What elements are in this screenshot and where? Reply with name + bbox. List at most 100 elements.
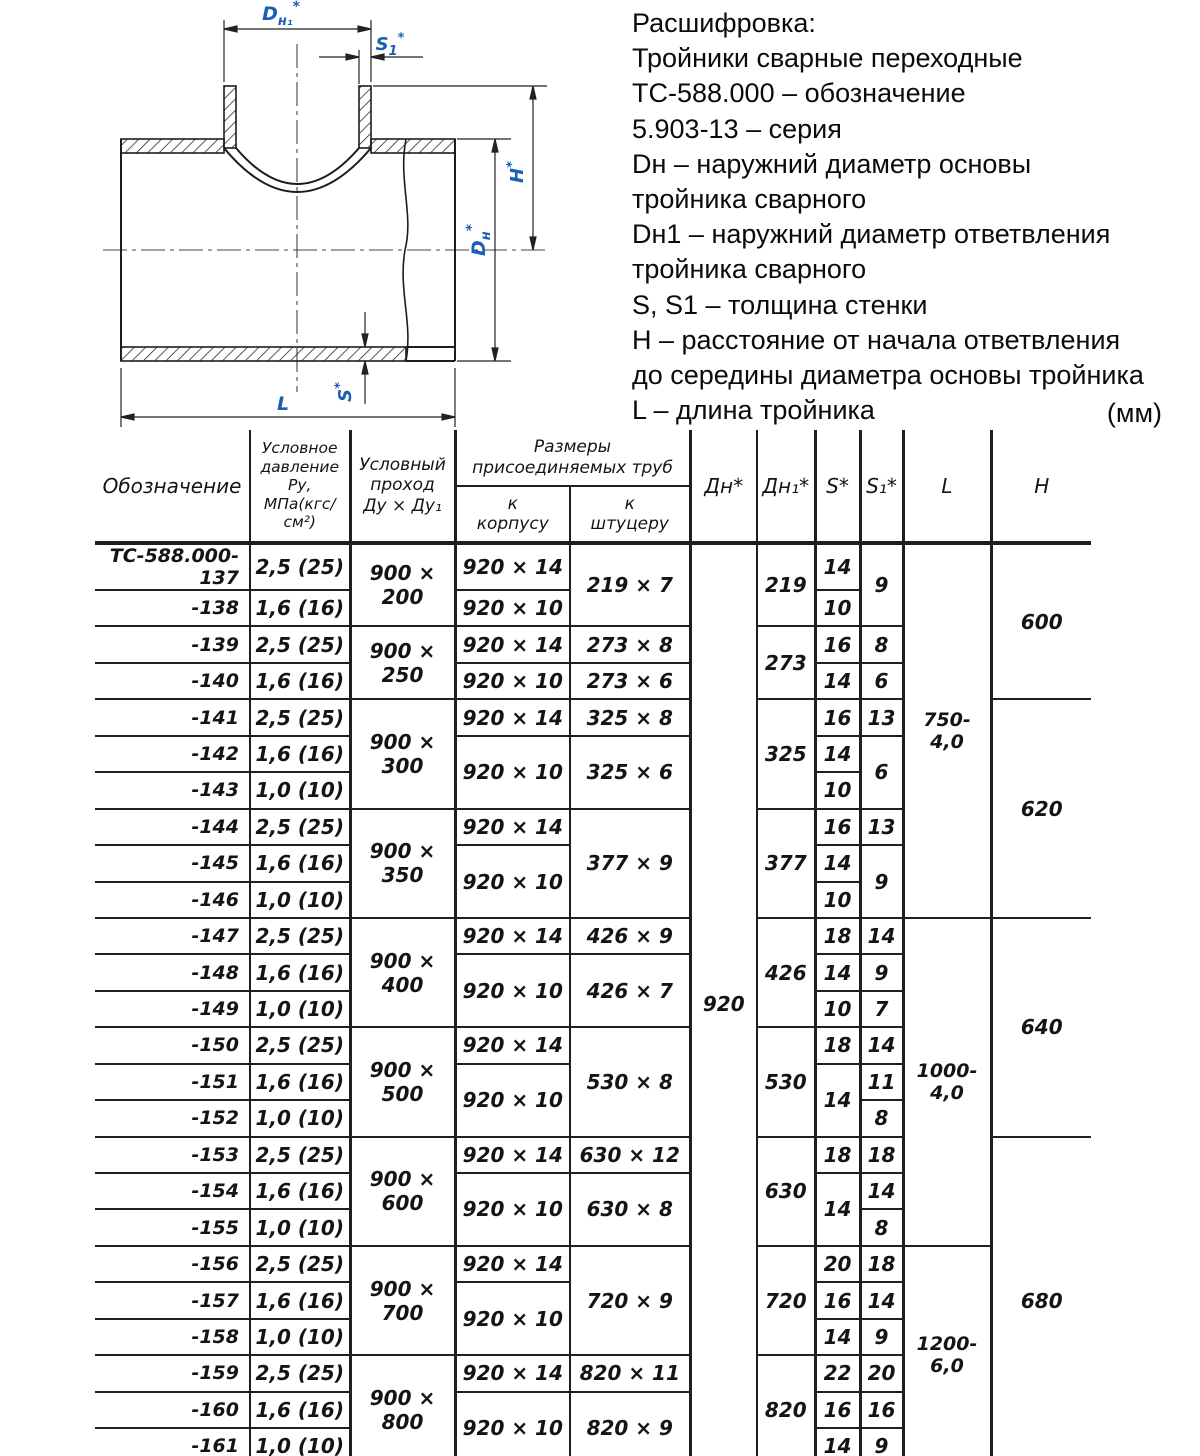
table-cell: 22 — [814, 1354, 862, 1393]
table-cell: 14 — [814, 1172, 862, 1247]
table-cell: 920 × 14 — [454, 916, 571, 956]
table-cell: 1,0 (10) — [249, 771, 352, 810]
table-cell: 16 — [814, 1390, 862, 1430]
table-cell: 1,6 (16) — [249, 1062, 352, 1102]
label-l: L — [277, 393, 289, 415]
table-cell: 7 — [859, 989, 905, 1029]
table-cell: -155 — [95, 1208, 251, 1247]
table-cell: 9 — [859, 1317, 905, 1357]
table-cell: 1,6 (16) — [249, 588, 352, 628]
pipe-walls — [120, 85, 456, 362]
table-cell: -153 — [95, 1135, 251, 1175]
table-cell: 219 × 7 — [569, 541, 692, 628]
table-cell: 20 — [859, 1354, 905, 1393]
table-cell: 2,5 (25) — [249, 625, 352, 664]
table-cell: 1,0 (10) — [249, 880, 352, 919]
table-cell: -140 — [95, 661, 251, 701]
table-row: -146 1,0 (10) 10 — [95, 880, 1091, 919]
table-cell: 900 × 350 — [349, 807, 457, 919]
table-cell: -146 — [95, 880, 251, 919]
label-h: H* — [505, 161, 528, 183]
header-to-body: к корпусу — [455, 486, 571, 545]
table-cell: 920 × 14 — [454, 1135, 571, 1175]
table-cell: 920 — [689, 542, 758, 1456]
table-cell: 16 — [814, 625, 862, 664]
legend-line: Тройники сварные переходные — [632, 43, 1023, 74]
table-cell: 640 — [990, 916, 1091, 1138]
table-cell: 8 — [859, 1208, 905, 1247]
table-row: -152 1,0 (10) 8 — [95, 1099, 1091, 1138]
table-cell: 16 — [814, 807, 862, 847]
table-cell: 920 × 10 — [454, 1172, 571, 1247]
table-row: -141 2,5 (25) 900 × 300 920 × 14 325 × 8 325 1… — [95, 698, 1091, 919]
table-cell: ТС-588.000-137 — [95, 542, 251, 591]
table-cell: -141 — [95, 698, 251, 737]
table-cell: 14 — [814, 734, 862, 774]
spec-table: Обозначение Условное давление Ру, МПа(кг… — [95, 430, 1091, 1456]
table-cell: 900 × 300 — [349, 698, 457, 810]
table-cell: 426 × 7 — [569, 953, 692, 1029]
table-cell: -149 — [95, 989, 251, 1029]
table-cell: -151 — [95, 1062, 251, 1102]
table-cell: 900 × 400 — [349, 916, 457, 1029]
table-cell: 920 × 14 — [454, 542, 571, 591]
table-cell: 620 — [990, 698, 1091, 919]
table-cell: 2,5 (25) — [249, 698, 352, 737]
table-cell: 325 × 8 — [569, 698, 692, 737]
table-cell: 9 — [859, 953, 905, 992]
table-row: -157 1,6 (16) 920 × 10 16 14 — [95, 1281, 1091, 1357]
table-cell: 920 × 10 — [454, 1281, 571, 1357]
table-cell: 14 — [814, 1317, 862, 1357]
table-cell: 900 × 250 — [349, 625, 457, 701]
table-cell: 2,5 (25) — [249, 1354, 352, 1393]
table-cell: 14 — [814, 661, 862, 701]
table-row: -159 2,5 (25) 900 × 800 920 × 14 820 × 11 820… — [95, 1354, 1091, 1456]
table-cell: 920 × 14 — [454, 625, 571, 664]
table-cell: -143 — [95, 771, 251, 810]
table-cell: 920 × 10 — [454, 1390, 571, 1456]
table-cell: 900 × 600 — [349, 1135, 457, 1247]
header-dn: Дн* — [689, 430, 758, 545]
legend-line: Н – расстояние от начала ответвления — [632, 324, 1121, 355]
header-to-branch: к штуцеру — [569, 486, 692, 545]
table-cell: 14 — [859, 916, 905, 956]
table-cell: -160 — [95, 1390, 251, 1430]
table-cell: 18 — [814, 1135, 862, 1175]
table-cell: 920 × 10 — [454, 953, 571, 1029]
header-h: H — [990, 430, 1091, 545]
units-note: (мм) — [1106, 398, 1162, 428]
table-cell: 18 — [859, 1244, 905, 1284]
table-cell: 2,5 (25) — [249, 1135, 352, 1175]
label-s1: S1* — [376, 31, 405, 59]
label-dn: Dн* — [464, 223, 494, 256]
table-cell: 820 × 9 — [569, 1390, 692, 1456]
table-cell: 1,0 (10) — [249, 989, 352, 1029]
legend-line: тройника сварного — [632, 184, 867, 215]
table-cell: 9 — [859, 1427, 905, 1456]
table-cell: 14 — [814, 953, 862, 992]
legend-line: S, S1 – толщина стенки — [632, 289, 928, 320]
table-cell: 6 — [859, 661, 905, 701]
spec-table-body: ТС-588.000-137 2,5 (25) 900 × 200 920 × 14 2… — [95, 541, 1091, 1456]
dimension-lines — [120, 20, 547, 427]
table-cell: 20 — [814, 1244, 862, 1284]
table-cell: 13 — [859, 698, 905, 737]
header-dn1: Дн₁* — [756, 430, 817, 545]
legend-line: тройника сварного — [632, 254, 867, 285]
table-cell: 273 × 6 — [569, 661, 692, 701]
table-cell: 9 — [859, 541, 905, 628]
legend: Расшифровка: Тройники сварные переходные… — [632, 6, 1177, 428]
table-cell: 820 × 11 — [569, 1354, 692, 1393]
table-cell: 920 × 10 — [454, 588, 571, 628]
table-cell: 1,0 (10) — [249, 1208, 352, 1247]
table-cell: 920 × 14 — [454, 698, 571, 737]
table-cell: 2,5 (25) — [249, 807, 352, 847]
table-cell: 900 × 800 — [349, 1354, 457, 1456]
table-cell: -147 — [95, 916, 251, 956]
table-cell: 1,0 (10) — [249, 1099, 352, 1138]
table-row: -138 1,6 (16) 920 × 10 10 — [95, 588, 1091, 628]
table-cell: 11 — [859, 1062, 905, 1102]
table-cell: 630 × 12 — [569, 1135, 692, 1175]
table-row: -139 2,5 (25) 900 × 250 920 × 14 273 × 8 273 1… — [95, 625, 1091, 701]
table-cell: 720 × 9 — [569, 1244, 692, 1357]
